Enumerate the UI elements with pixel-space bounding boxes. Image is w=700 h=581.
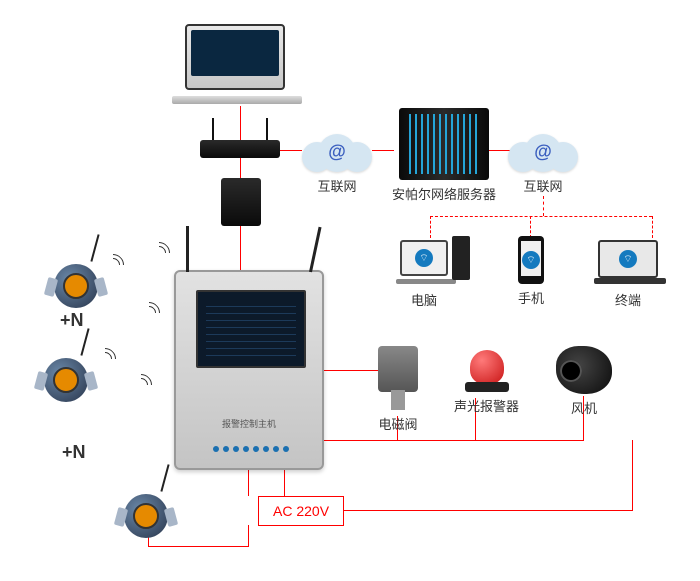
- internet-cloud-right: @ 互联网: [508, 132, 578, 195]
- laptop-label: 终端: [615, 290, 641, 309]
- alarm-light-icon: [465, 348, 509, 392]
- phone-label: 手机: [518, 288, 544, 307]
- terminal-laptop: ⌔ 终端: [598, 240, 658, 309]
- monitor-body: [185, 24, 285, 90]
- cloud-icon: @: [508, 132, 578, 172]
- fan-label: 风机: [571, 398, 597, 417]
- network-server: 安帕尔网络服务器: [392, 108, 496, 203]
- sensor-icon: [120, 490, 172, 542]
- controller-nameplate: 报警控制主机: [222, 417, 276, 430]
- antenna-right: [309, 227, 321, 273]
- monitor-pc: [185, 24, 285, 90]
- wireless-waves-icon: [132, 372, 156, 396]
- plus-n-label-2: +N: [62, 442, 86, 463]
- pc-icon: ⌔: [400, 240, 448, 276]
- terminal-phone: ⌔ 手机: [518, 236, 544, 307]
- laptop-icon: ⌔: [598, 240, 658, 278]
- fan-blower: 风机: [556, 346, 612, 417]
- at-symbol: @: [534, 142, 552, 163]
- gas-sensor-1: [50, 260, 102, 312]
- plus-n-label-1: +N: [60, 310, 84, 331]
- server-rack-icon: [399, 108, 489, 180]
- wireless-waves-icon: [96, 346, 120, 370]
- wireless-waves-icon: [140, 300, 164, 324]
- pc-tower-icon: [452, 236, 470, 280]
- module-body: [221, 178, 261, 226]
- alarm-controller: 报警控制主机: [174, 270, 324, 470]
- gas-sensor-2: [40, 354, 92, 406]
- router: [200, 140, 280, 158]
- cloud-icon: @: [302, 132, 372, 172]
- alarm-label: 声光报警器: [454, 396, 519, 415]
- controller-display: [196, 290, 306, 368]
- internet-left-label: 互联网: [317, 176, 356, 195]
- antenna-left: [186, 226, 189, 272]
- pc-label: 电脑: [411, 290, 437, 309]
- router-body: [200, 140, 280, 158]
- audible-visual-alarm: 声光报警器: [454, 348, 519, 415]
- internet-cloud-left: @ 互联网: [302, 132, 372, 195]
- gas-sensor-3: [120, 490, 172, 542]
- controller-indicator-row: [196, 446, 306, 452]
- sensor-icon: [40, 354, 92, 406]
- internet-right-label: 互联网: [523, 176, 562, 195]
- phone-icon: ⌔: [518, 236, 544, 284]
- valve-icon: [378, 346, 418, 392]
- interface-module: [221, 178, 261, 226]
- ac-power-text: AC 220V: [273, 503, 329, 519]
- terminal-pc: ⌔ 电脑: [400, 240, 448, 309]
- solenoid-valve: 电磁阀: [378, 346, 418, 433]
- server-label: 安帕尔网络服务器: [392, 184, 496, 203]
- wireless-waves-icon: [104, 252, 128, 276]
- fan-icon: [556, 346, 612, 394]
- valve-label: 电磁阀: [378, 414, 417, 433]
- sensor-icon: [50, 260, 102, 312]
- ac-power-box: AC 220V: [258, 496, 344, 526]
- wireless-waves-icon: [150, 240, 174, 264]
- at-symbol: @: [328, 142, 346, 163]
